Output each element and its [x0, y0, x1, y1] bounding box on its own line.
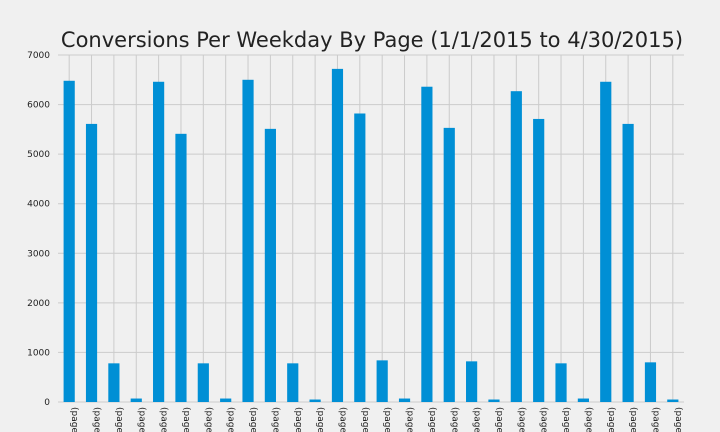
bar [309, 399, 321, 402]
bars [63, 68, 679, 403]
bar [555, 363, 567, 402]
x-tick-label: (page) [92, 407, 102, 432]
y-tick-label: 2000 [27, 299, 50, 309]
x-tick-label: (page) [360, 407, 370, 432]
bar [667, 399, 679, 402]
x-tick-label: (page) [427, 407, 437, 432]
y-tick-label: 3000 [27, 249, 50, 259]
x-tick-label: (page) [159, 407, 169, 432]
bar [398, 398, 411, 402]
bar [644, 362, 657, 402]
x-tick-label: (page) [650, 407, 660, 432]
y-axis-tick-labels: 0 1000 2000 3000 4000 5000 6000 7000 [27, 51, 50, 408]
x-tick-label: (page) [114, 407, 124, 432]
bar [287, 363, 299, 402]
x-tick-label: (page) [606, 407, 616, 432]
x-tick-label: (page) [203, 407, 213, 432]
x-tick-label: (page) [136, 407, 146, 432]
bar [264, 128, 276, 402]
x-tick-label: (page) [449, 407, 459, 432]
bar [220, 398, 232, 402]
bar [577, 398, 589, 402]
bar [533, 118, 545, 402]
bar [421, 86, 433, 403]
x-tick-label: (page) [673, 407, 683, 432]
bar [466, 361, 478, 402]
bar [331, 68, 344, 402]
y-tick-label: 1000 [27, 348, 50, 358]
x-tick-label: (page) [405, 407, 415, 432]
x-tick-label: (page) [293, 407, 303, 432]
y-tick-label: 0 [44, 398, 50, 408]
x-tick-label: (page) [382, 407, 392, 432]
y-tick-label: 6000 [27, 101, 50, 111]
x-tick-label: (page) [226, 407, 236, 432]
x-tick-label: (page) [337, 407, 347, 432]
x-tick-label: (page) [69, 407, 79, 432]
x-tick-label: (page) [270, 407, 280, 432]
bar [510, 91, 522, 403]
x-tick-label: (page) [315, 407, 325, 432]
bar [242, 79, 254, 403]
y-tick-label: 4000 [27, 200, 50, 210]
x-tick-label: (page) [248, 407, 258, 432]
x-tick-label: (page) [516, 407, 526, 432]
x-tick-label: (page) [472, 407, 482, 432]
bar [85, 123, 98, 402]
bar [376, 360, 388, 402]
bar [354, 113, 366, 402]
x-tick-label: (page) [539, 407, 549, 432]
x-axis-tick-labels: (page) (page) (page) (page) (page) (page) (pag… [69, 407, 683, 432]
y-tick-label: 7000 [27, 51, 50, 61]
y-tick-label: 5000 [27, 150, 50, 160]
bar [488, 399, 500, 402]
x-tick-label: (page) [561, 407, 571, 432]
bar [600, 81, 612, 403]
x-tick-label: (page) [628, 407, 638, 432]
x-tick-label: (page) [494, 407, 504, 432]
x-tick-label: (page) [181, 407, 191, 432]
bar [622, 123, 634, 402]
bar [153, 81, 165, 403]
x-tick-label: (page) [583, 407, 593, 432]
bar [108, 363, 120, 402]
bar [130, 398, 142, 402]
chart-title: Conversions Per Weekday By Page (1/1/201… [61, 28, 683, 52]
bar [197, 363, 209, 402]
gridlines [58, 54, 684, 403]
bar [175, 133, 187, 402]
bar [63, 80, 75, 402]
bar [443, 127, 455, 403]
